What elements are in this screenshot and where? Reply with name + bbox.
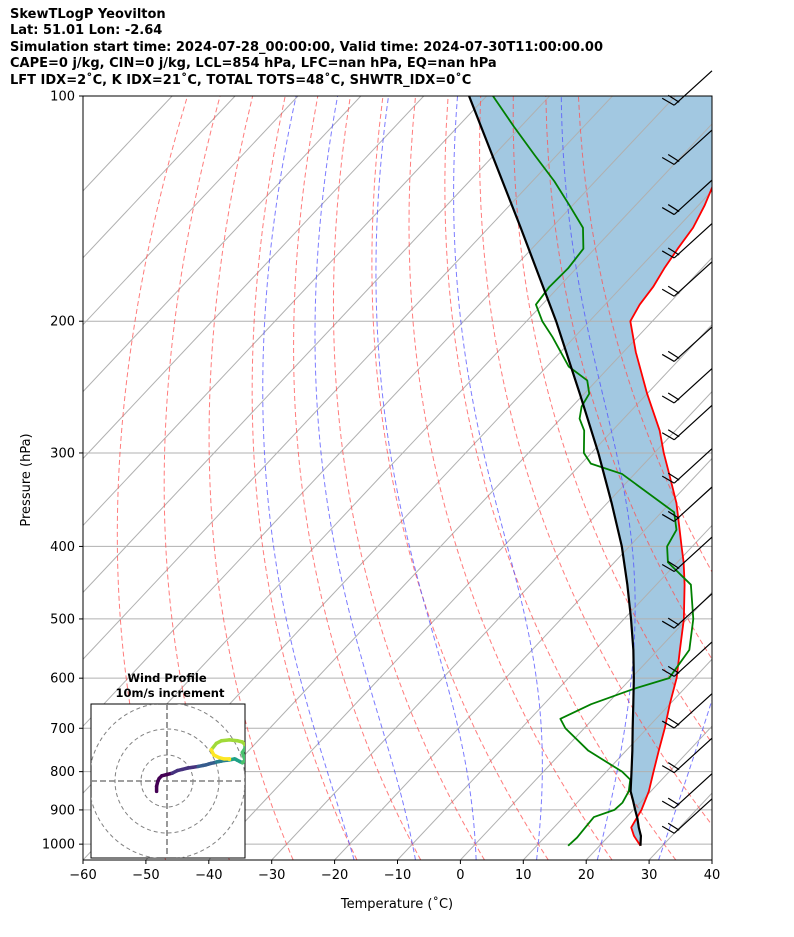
cape-shaded-area	[469, 96, 712, 846]
wind-barb	[661, 448, 713, 484]
stability-parameters: CAPE=0 j/kg, CIN=0 j/kg, LCL=854 hPa, LF…	[10, 56, 497, 72]
chart-header: SkewTLogP Yeovilton Lat: 51.01 Lon: -2.6…	[10, 7, 603, 89]
isotherm-gridline	[145, 257, 712, 860]
wind-barb	[661, 179, 713, 216]
isotherm-gridline	[83, 96, 676, 727]
y-tick-label: 1000	[42, 838, 75, 853]
isotherm-gridline	[271, 390, 712, 860]
isotherm-gridline	[397, 524, 712, 860]
x-tick-label: 0	[456, 868, 464, 883]
wind-barb	[661, 798, 713, 834]
station-location: Lat: 51.01 Lon: -2.64	[10, 23, 163, 39]
hodograph-subtitle: 10m/s increment	[116, 686, 225, 700]
isotherm-gridline	[460, 591, 712, 860]
isotherm-gridline	[83, 96, 236, 259]
x-tick-label: −20	[321, 868, 348, 883]
isotherm-gridline	[83, 96, 550, 594]
wind-barb	[661, 326, 713, 362]
hodograph-plot	[91, 704, 245, 858]
temperature-profile-line	[629, 185, 712, 847]
wind-barb	[661, 486, 713, 522]
dry-adiabat	[408, 96, 613, 860]
isotherm-gridline	[334, 457, 712, 860]
dry-adiabat	[512, 96, 712, 744]
isotherm-gridline	[83, 96, 425, 460]
moist-adiabat	[658, 698, 712, 860]
dry-adiabat	[479, 96, 712, 826]
isotherm-gridline	[83, 96, 362, 393]
dry-adiabat	[332, 96, 485, 860]
isotherm-gridline	[711, 859, 712, 860]
wind-barb	[661, 223, 713, 259]
wind-barb	[661, 536, 713, 573]
stability-indices: LFT IDX=2˚C, K IDX=21˚C, TOTAL TOTS=48˚C…	[10, 72, 472, 88]
wind-barb	[661, 261, 713, 297]
dry-adiabat	[577, 96, 712, 573]
y-tick-label: 700	[50, 722, 75, 737]
plot-area	[83, 96, 794, 860]
x-tick-label: −10	[384, 868, 411, 883]
x-tick-label: −60	[69, 868, 96, 883]
wind-barbs	[661, 70, 713, 834]
dry-adiabat	[208, 96, 294, 860]
dry-adiabat	[293, 96, 422, 860]
axes: −60 −50 −40 −30 −20 −10 0 10 20 30 40 100 200 300 400 5…	[42, 90, 720, 884]
x-tick-label: 20	[578, 868, 595, 883]
dry-adiabat	[116, 96, 188, 860]
profile-lines	[468, 96, 712, 847]
isotherm-gridline	[522, 658, 712, 860]
y-tick-label: 400	[50, 540, 75, 555]
wind-barb	[661, 773, 713, 809]
moist-adiabat	[375, 96, 477, 860]
moist-adiabat	[314, 96, 416, 860]
wind-barb	[661, 593, 713, 629]
wind-barb	[661, 70, 713, 106]
simulation-times: Simulation start time: 2024-07-28_00:00:…	[10, 39, 603, 55]
parcel-profile-line	[468, 96, 643, 846]
wind-barb	[661, 129, 713, 165]
isotherm-gridline	[775, 96, 794, 860]
station-title: SkewTLogP Yeovilton	[10, 7, 166, 22]
dry-adiabat	[251, 96, 358, 860]
y-axis-label: Pressure (hPa)	[19, 433, 34, 526]
x-tick-label: −50	[132, 868, 159, 883]
dry-adiabat	[444, 96, 677, 860]
x-tick-label: −40	[195, 868, 222, 883]
isotherm-gridline	[585, 725, 712, 860]
dry-adiabat	[371, 96, 549, 860]
x-tick-label: 40	[704, 868, 721, 883]
hodograph-inset	[90, 703, 246, 859]
hodograph-title: Wind Profile	[127, 671, 207, 685]
x-tick-label: 10	[515, 868, 532, 883]
y-tick-label: 900	[50, 803, 75, 818]
x-tick-label: −30	[258, 868, 285, 883]
y-tick-label: 600	[50, 672, 75, 687]
moist-adiabat	[720, 96, 794, 860]
isotherm-gridline	[83, 96, 613, 660]
y-tick-label: 500	[50, 612, 75, 627]
cape-shading	[469, 96, 712, 846]
isotherm-gridline	[83, 96, 299, 326]
isotherm-gridline	[83, 96, 488, 527]
moist-adiabat	[262, 96, 355, 860]
wind-barb	[661, 693, 713, 729]
isotherm-gridline	[208, 323, 712, 860]
moist-adiabat	[453, 96, 543, 860]
y-tick-label: 100	[50, 90, 75, 105]
wind-barb	[661, 737, 713, 774]
x-tick-label: 30	[641, 868, 658, 883]
wind-barb	[661, 404, 713, 441]
x-axis-label: Temperature (˚C)	[340, 896, 453, 912]
y-tick-label: 200	[50, 315, 75, 330]
wind-barb	[661, 368, 713, 404]
y-tick-label: 800	[50, 765, 75, 780]
y-tick-label: 300	[50, 446, 75, 461]
wind-barb	[661, 641, 713, 677]
